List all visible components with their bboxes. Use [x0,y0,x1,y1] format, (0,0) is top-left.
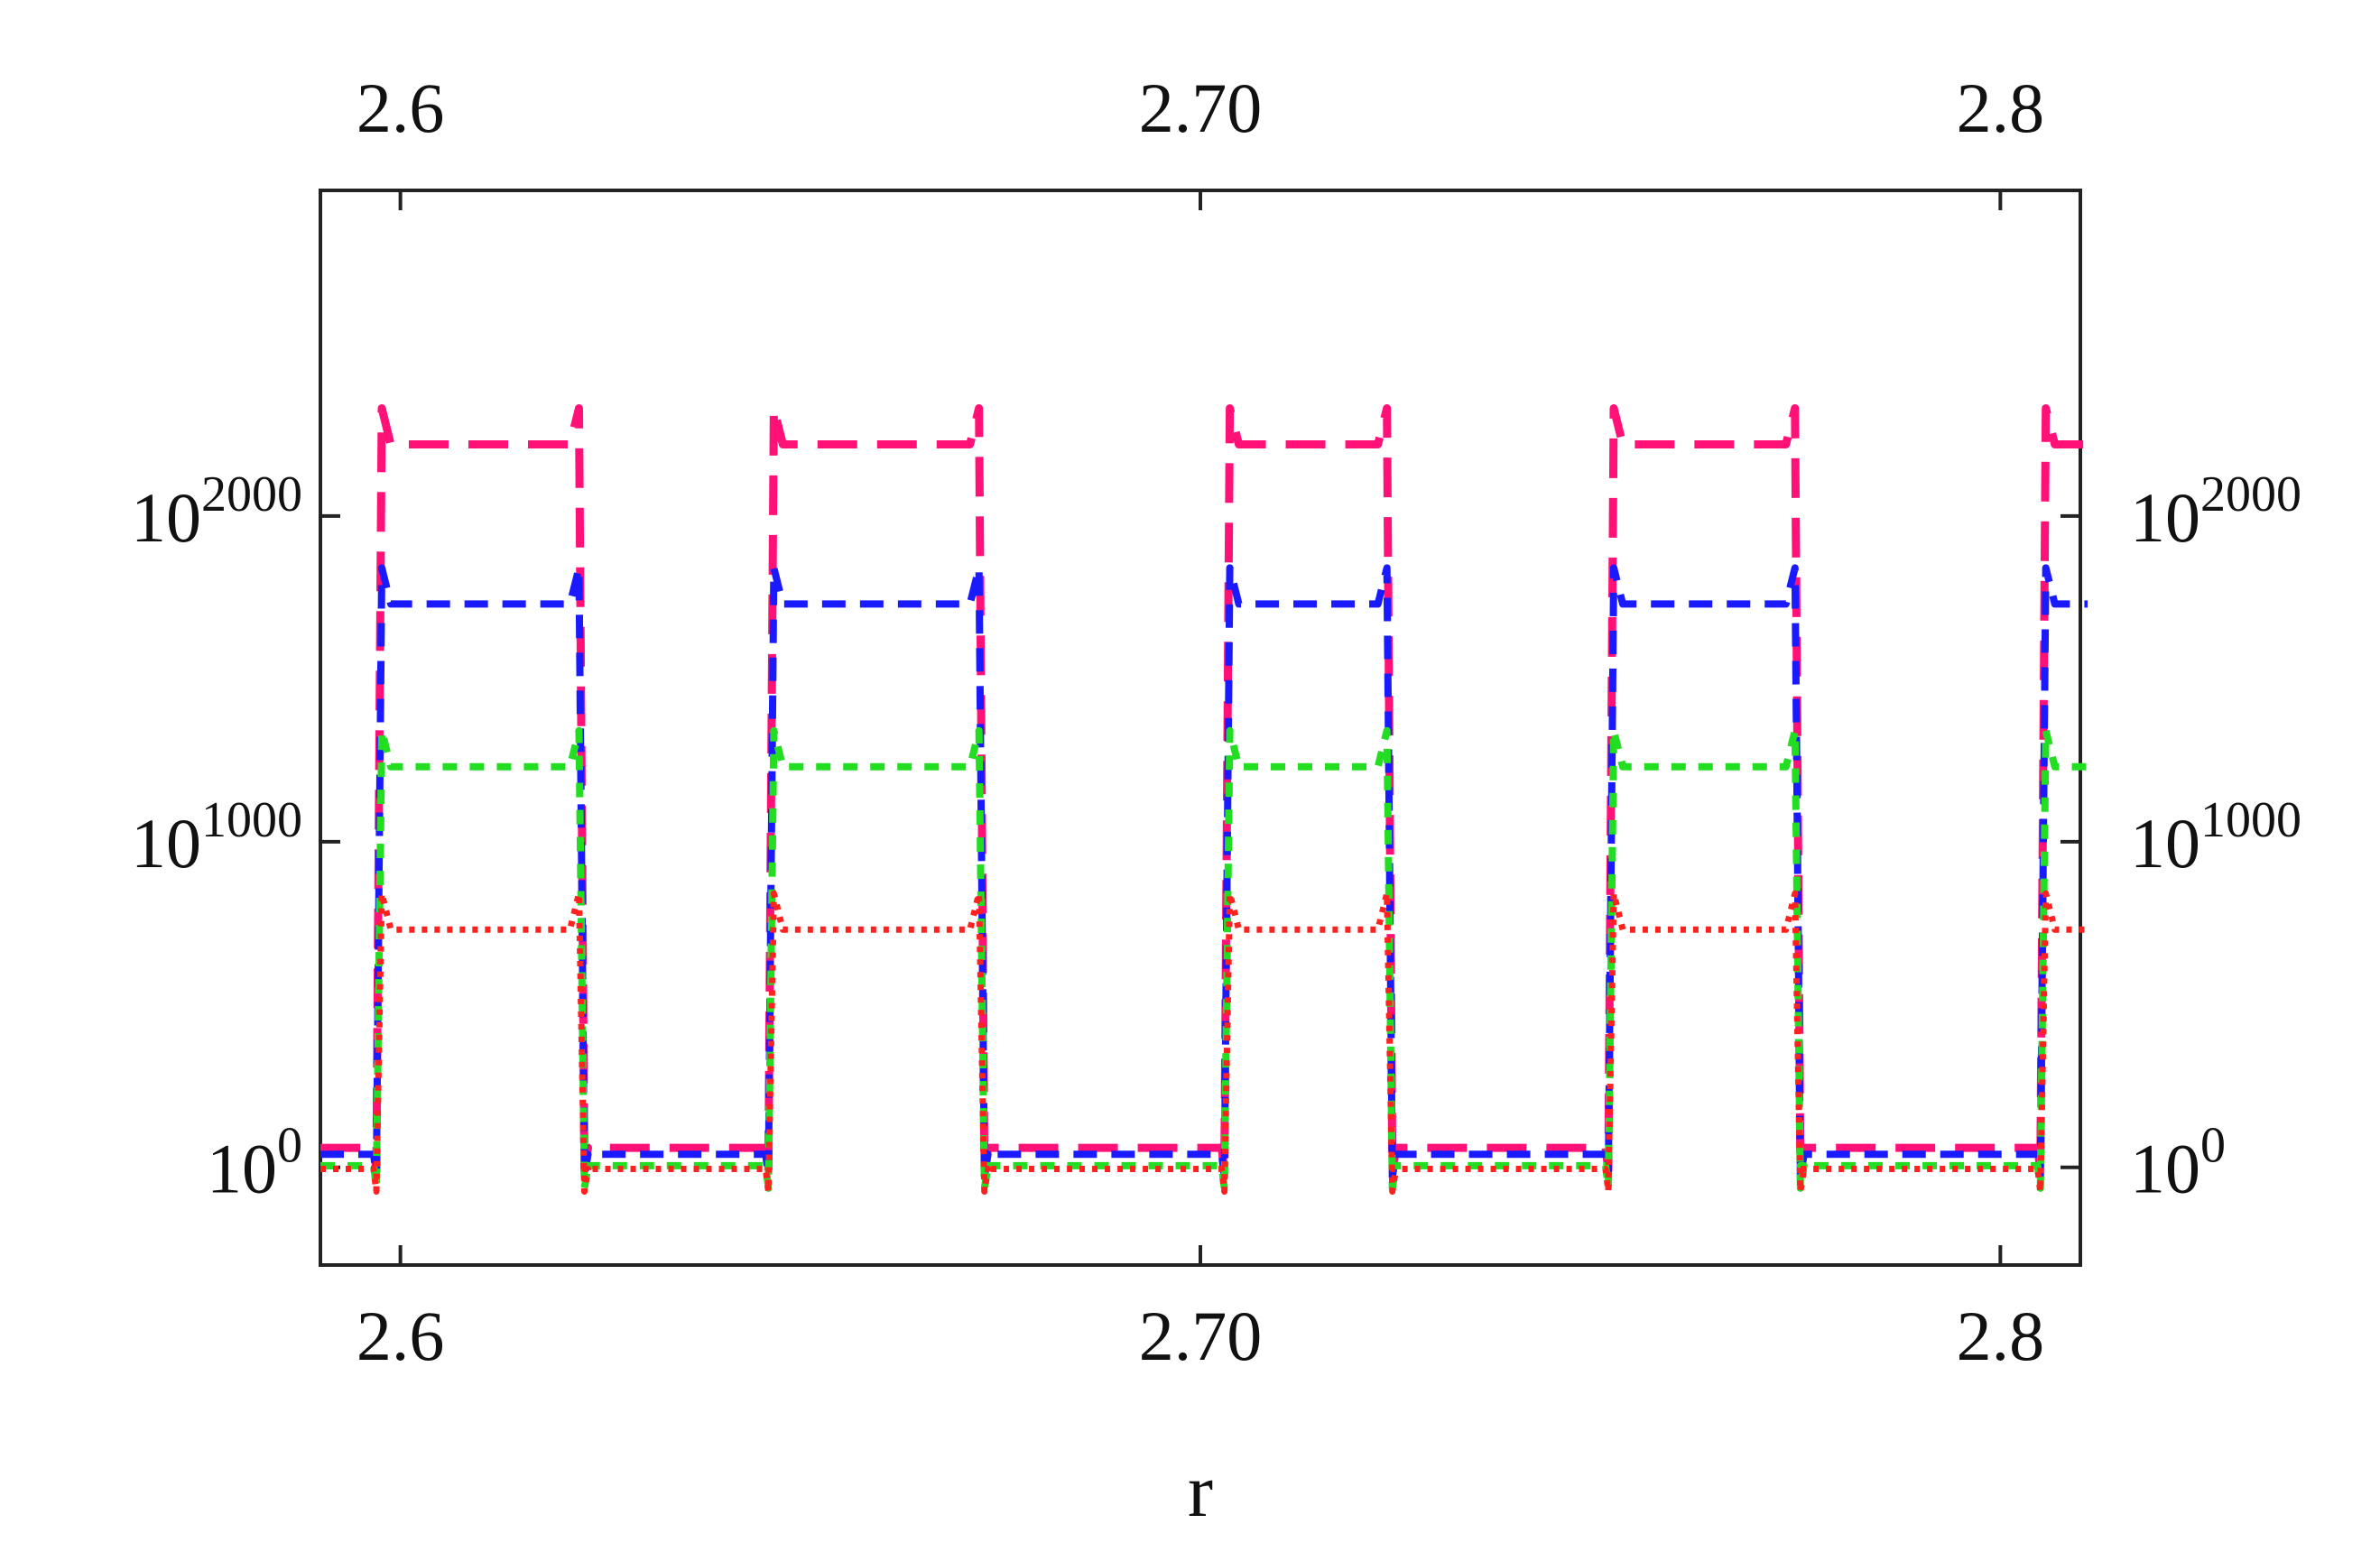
ticks [320,190,2080,1265]
y-tick-label-left: 100 [207,1118,302,1208]
tick-labels: 2.6 2.70 2.8 2.6 2.70 2.8 100 100 101000 101000 10… [131,69,2301,1375]
x-tick-label-bottom: 2.8 [1957,1297,2045,1375]
series-group [320,404,2088,1195]
x-tick-label-top: 2.70 [1139,69,1263,147]
y-tick-label-left: 101000 [131,792,302,882]
y-tick-label-right: 102000 [2130,466,2301,557]
y-tick-label-right: 101000 [2130,792,2301,882]
y-tick-label-right: 100 [2130,1118,2226,1208]
x-tick-label-top: 2.8 [1957,69,2045,147]
y-tick-label-left: 102000 [131,466,302,557]
x-axis-label: r [1188,1449,1213,1533]
x-tick-label-bottom: 2.6 [357,1297,445,1375]
x-tick-label-top: 2.6 [357,69,445,147]
series-line [320,890,2088,1195]
x-tick-label-bottom: 2.70 [1139,1297,1263,1375]
